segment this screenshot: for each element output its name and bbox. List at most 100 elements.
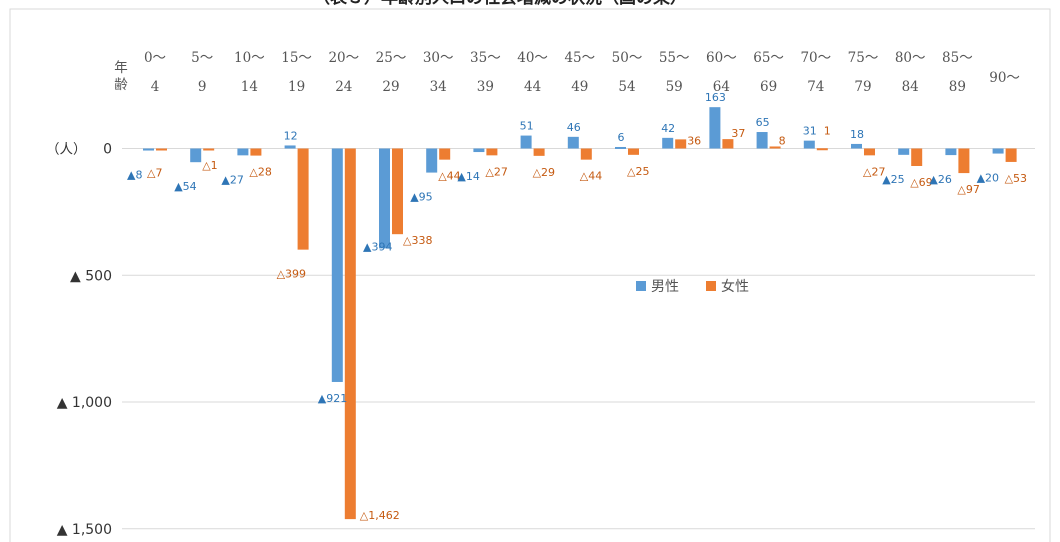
female-value-label: △7 (147, 166, 162, 179)
male-bar (379, 148, 390, 249)
male-bar (190, 148, 202, 163)
male-bar (898, 148, 910, 155)
female-value-label: 1 (824, 125, 831, 138)
male-bar (662, 137, 674, 149)
category-label-top: 30〜 (423, 50, 454, 66)
female-bar (250, 148, 262, 156)
female-value-label: △27 (485, 165, 507, 178)
female-value-label: △53 (1005, 172, 1027, 185)
age-category-labels: 年齢0〜45〜910〜1415〜1920〜2425〜2930〜3435〜3940… (114, 50, 1020, 95)
male-value-label: ▲14 (457, 170, 479, 183)
female-value-label: △1 (202, 159, 217, 172)
female-value-label: △44 (580, 170, 602, 183)
category-label-top: 50〜 (612, 50, 643, 66)
y-tick-label: 0 (103, 142, 112, 158)
category-label-top: 55〜 (659, 50, 690, 66)
category-label-bottom: 90〜 (989, 70, 1020, 86)
category-label-bottom: 84 (902, 79, 919, 95)
male-value-label: ▲8 (127, 169, 142, 182)
unit-label: （人） (46, 142, 87, 158)
male-value-label: 12 (284, 129, 298, 142)
male-value-label: 46 (567, 121, 581, 134)
female-value-label: △27 (863, 165, 885, 178)
male-value-label: 163 (705, 91, 726, 104)
male-value-label: 6 (618, 131, 625, 144)
category-label-top: 65〜 (753, 50, 784, 66)
female-value-label: 37 (731, 127, 745, 140)
female-bar (297, 148, 309, 250)
legend: 男性 女性 (636, 278, 749, 295)
female-bar (722, 139, 734, 149)
male-value-label: 18 (850, 128, 864, 141)
age-header-top: 年 (114, 60, 128, 76)
female-value-label: △44 (438, 170, 460, 183)
female-value-label: 36 (687, 135, 701, 148)
category-label-top: 15〜 (281, 50, 312, 66)
male-value-label: ▲25 (882, 173, 904, 186)
chart-frame (9, 8, 1051, 542)
category-label-top: 25〜 (376, 50, 407, 66)
female-bar (628, 148, 639, 155)
category-label-bottom: 59 (666, 79, 683, 95)
category-label-bottom: 24 (335, 79, 352, 95)
category-label-bottom: 9 (198, 79, 207, 95)
male-value-label: ▲54 (174, 180, 196, 193)
category-label-top: 40〜 (517, 50, 548, 66)
y-tick-label: ▲ 1,500 (57, 522, 112, 538)
male-bar (709, 107, 721, 149)
female-bar (392, 148, 403, 235)
female-value-label: △28 (249, 166, 271, 179)
category-label-bottom: 69 (760, 79, 777, 95)
male-bar (426, 148, 438, 173)
category-label-bottom: 49 (571, 79, 588, 95)
female-value-label: △338 (403, 234, 432, 247)
category-label-bottom: 44 (524, 79, 541, 95)
female-bar (344, 148, 356, 520)
category-label-top: 10〜 (234, 50, 265, 66)
category-label-top: 0〜 (144, 50, 166, 66)
male-value-label: 51 (520, 120, 534, 133)
y-axis-ticks: 0 ▲ 500 ▲ 1,000 ▲ 1,500 （人） (46, 142, 112, 538)
category-label-bottom: 74 (807, 79, 824, 95)
category-label-top: 70〜 (800, 50, 831, 66)
category-label-bottom: 89 (949, 79, 966, 95)
female-bar (156, 148, 167, 151)
category-label-bottom: 4 (151, 79, 160, 95)
male-value-label: 65 (756, 116, 770, 129)
female-value-label: △29 (533, 166, 555, 179)
chart-title: （表３）年齢別人口の社会増減の状況（国の東） (313, 0, 687, 8)
male-value-label: ▲394 (363, 240, 392, 253)
male-bar (237, 148, 249, 156)
category-label-bottom: 54 (618, 79, 635, 95)
female-bar (486, 148, 498, 156)
legend-label: 男性 (651, 279, 679, 295)
male-bar (756, 132, 768, 149)
category-label-bottom: 14 (241, 79, 258, 95)
male-bar (945, 148, 957, 156)
category-label-top: 85〜 (942, 50, 973, 66)
male-bar (615, 146, 626, 149)
category-label-bottom: 19 (288, 79, 305, 95)
male-value-label: ▲921 (318, 392, 347, 405)
male-bar (284, 145, 296, 149)
male-value-label: ▲20 (977, 172, 999, 185)
legend-label: 女性 (721, 278, 749, 295)
male-bar (473, 148, 485, 153)
category-label-bottom: 79 (854, 79, 871, 95)
y-tick-label: ▲ 1,000 (57, 395, 112, 411)
female-value-label: △399 (277, 268, 306, 281)
female-bar (1005, 148, 1017, 162)
category-label-top: 45〜 (564, 50, 595, 66)
category-label-top: 5〜 (191, 50, 213, 66)
data-labels: ▲8 △7 ▲54 △1 ▲27 △28 12 △399 ▲921 △1,462 ▲394 △338 ▲… (127, 91, 1027, 522)
male-value-label: 42 (661, 122, 675, 135)
y-tick-label: ▲ 500 (70, 268, 112, 284)
female-bar (439, 148, 451, 160)
female-value-label: 8 (779, 134, 786, 147)
category-label-bottom: 39 (477, 79, 494, 95)
male-value-label: ▲26 (929, 173, 951, 186)
male-bar (567, 136, 579, 149)
female-bar (911, 148, 923, 166)
male-bar (992, 148, 1004, 154)
